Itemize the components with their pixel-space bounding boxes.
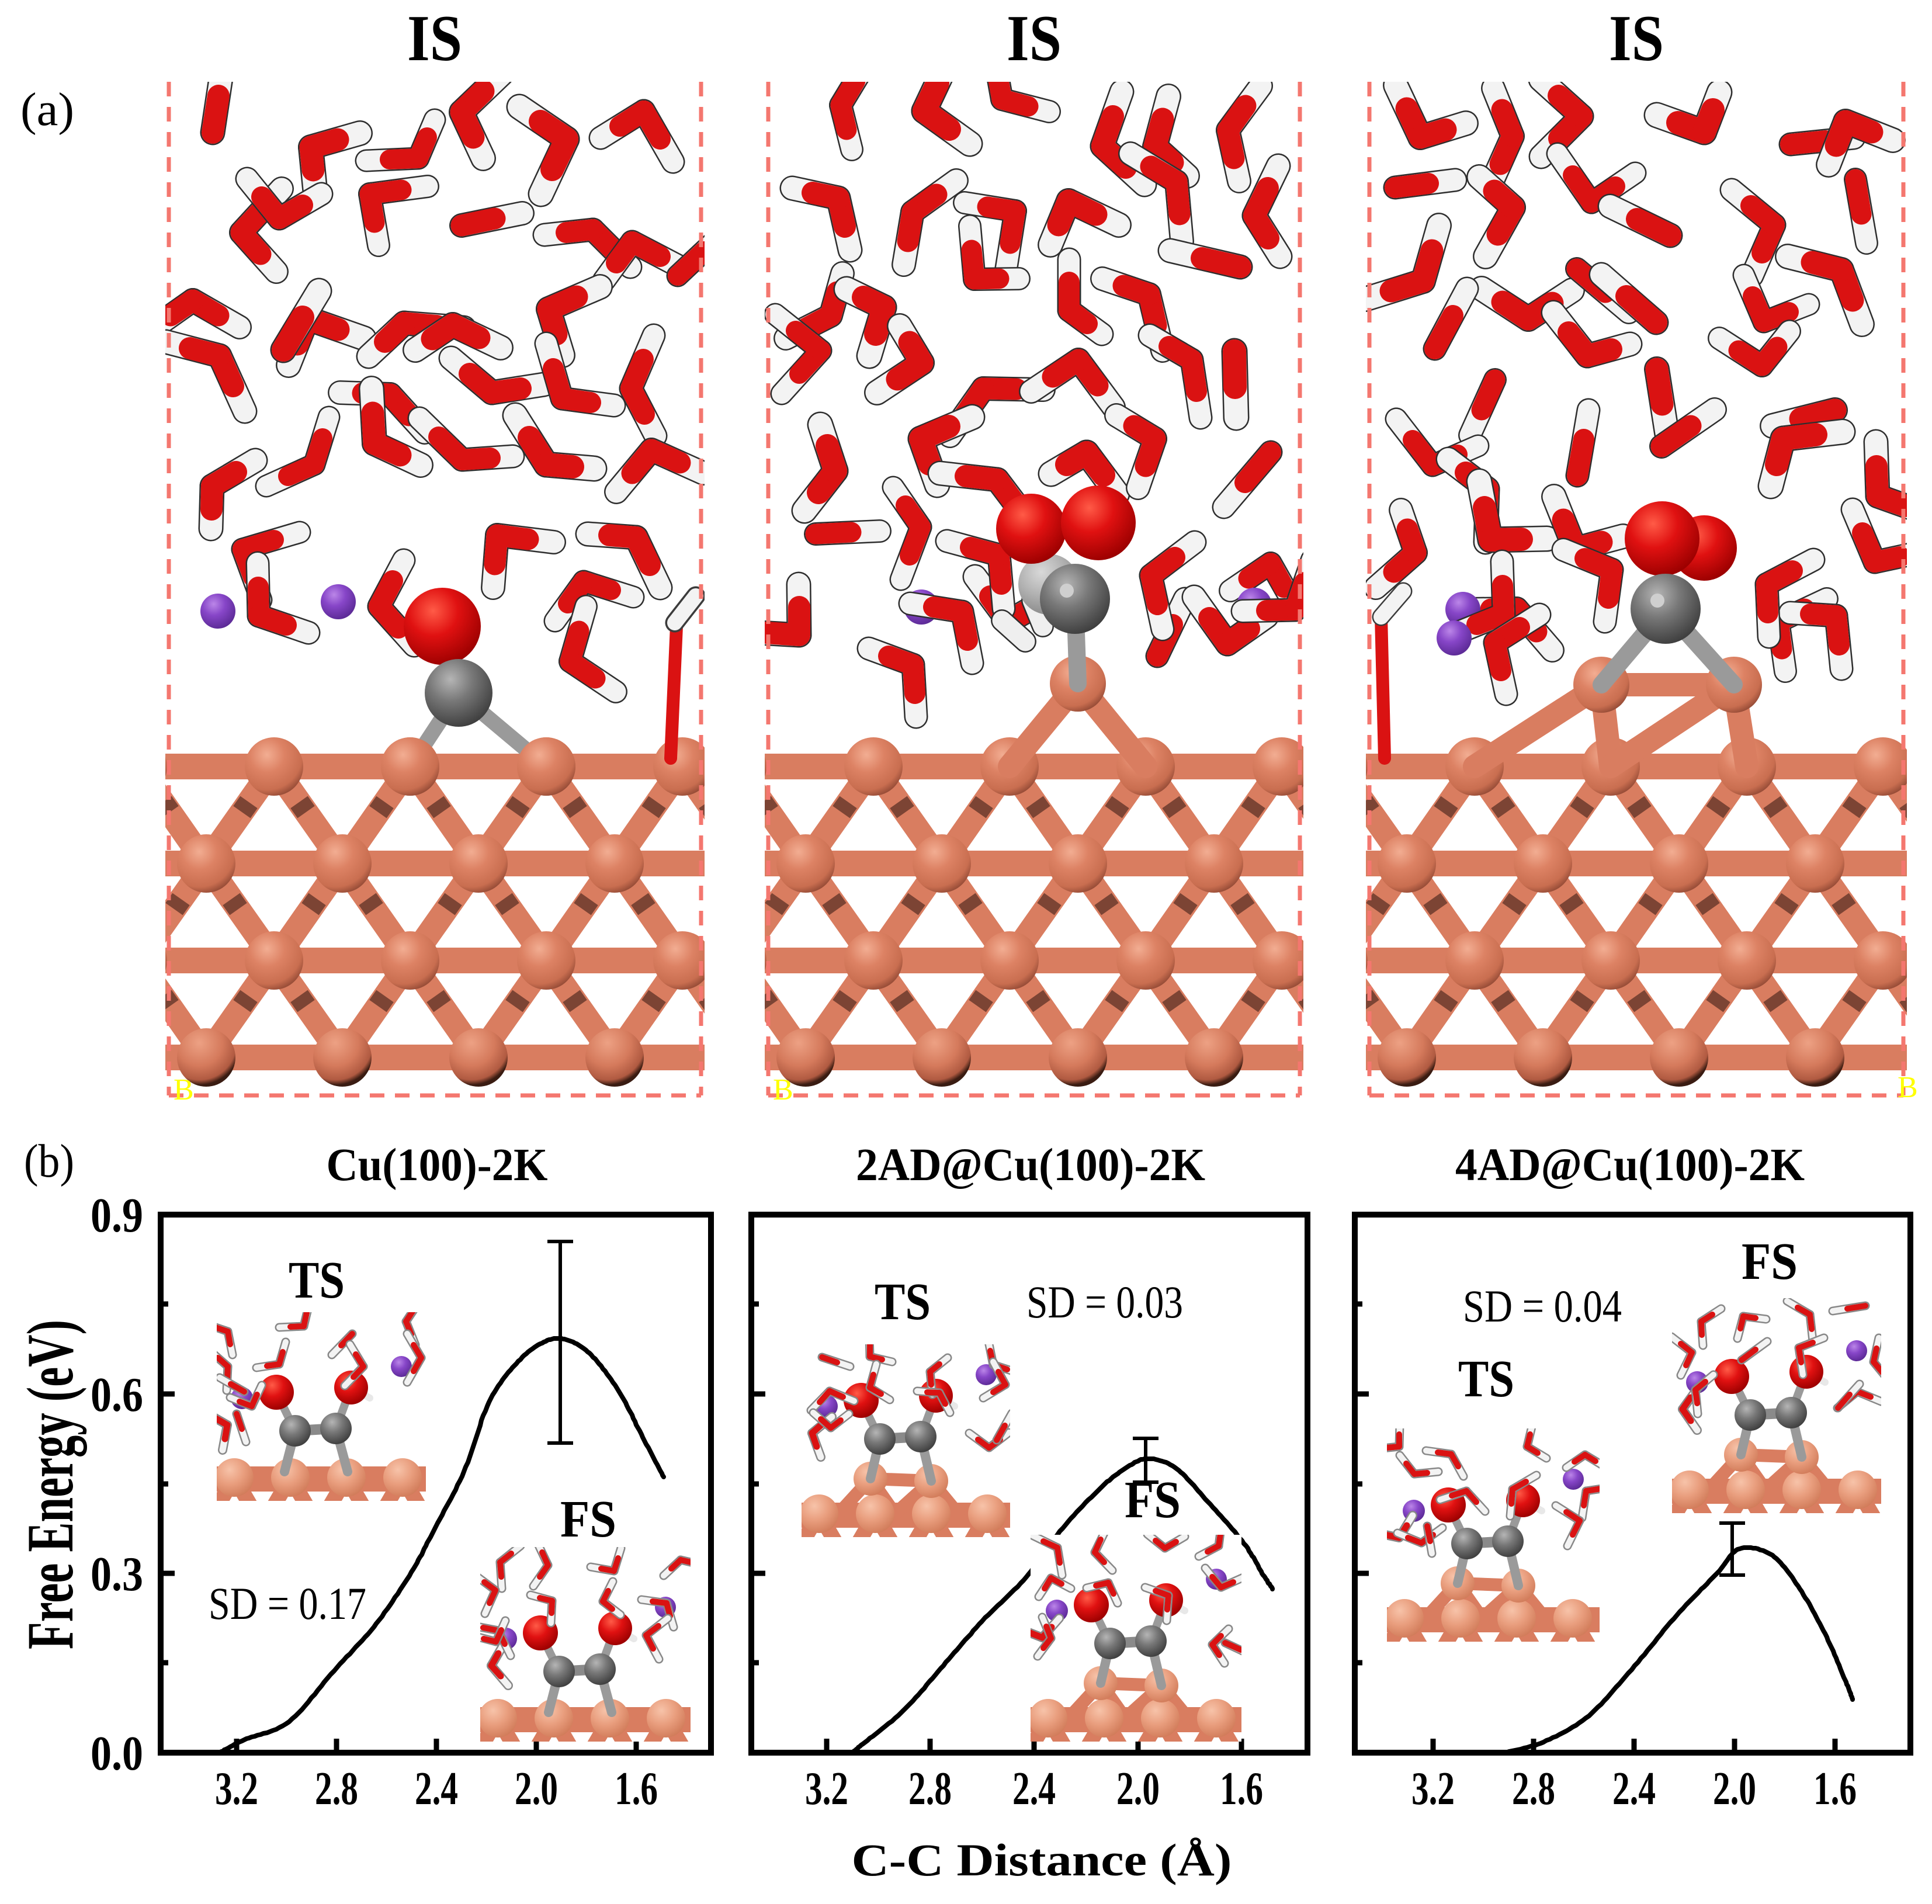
svg-text:SD = 0.03: SD = 0.03 — [1026, 1277, 1183, 1327]
svg-text:IS: IS — [1007, 2, 1062, 75]
svg-text:2.4: 2.4 — [1012, 1763, 1056, 1815]
svg-text:SD = 0.04: SD = 0.04 — [1463, 1281, 1622, 1331]
svg-text:4AD@Cu(100)-2K: 4AD@Cu(100)-2K — [1455, 1140, 1805, 1191]
svg-text:TS: TS — [1458, 1350, 1514, 1408]
svg-text:0.6: 0.6 — [91, 1368, 143, 1422]
svg-text:3.2: 3.2 — [1411, 1763, 1455, 1815]
svg-text:0.0: 0.0 — [91, 1726, 143, 1781]
svg-text:Free Energy (eV): Free Energy (eV) — [14, 1320, 87, 1649]
svg-text:FS: FS — [560, 1490, 616, 1548]
svg-text:2.0: 2.0 — [1116, 1763, 1160, 1815]
svg-text:2.0: 2.0 — [515, 1763, 558, 1815]
svg-text:2.0: 2.0 — [1713, 1763, 1756, 1815]
svg-text:0.3: 0.3 — [91, 1547, 143, 1601]
svg-text:3.2: 3.2 — [215, 1763, 258, 1815]
svg-text:TS: TS — [289, 1251, 345, 1309]
svg-text:(b): (b) — [24, 1136, 74, 1187]
svg-text:1.6: 1.6 — [615, 1763, 658, 1815]
svg-text:2.4: 2.4 — [1612, 1763, 1656, 1815]
svg-text:1.6: 1.6 — [1220, 1763, 1263, 1815]
svg-text:(a): (a) — [20, 84, 74, 136]
svg-text:B: B — [773, 1073, 793, 1107]
svg-text:2.8: 2.8 — [1512, 1763, 1555, 1815]
svg-text:FS: FS — [1742, 1233, 1798, 1291]
svg-text:3.2: 3.2 — [805, 1763, 848, 1815]
svg-text:IS: IS — [407, 2, 462, 75]
svg-text:B: B — [1898, 1071, 1918, 1104]
svg-text:2.8: 2.8 — [315, 1763, 358, 1815]
svg-text:2AD@Cu(100)-2K: 2AD@Cu(100)-2K — [856, 1140, 1205, 1191]
svg-text:IS: IS — [1609, 2, 1664, 75]
svg-text:0.9: 0.9 — [91, 1188, 143, 1243]
svg-text:Cu(100)-2K: Cu(100)-2K — [327, 1140, 548, 1191]
svg-text:2.8: 2.8 — [908, 1763, 952, 1815]
svg-text:B: B — [174, 1073, 194, 1107]
svg-text:2.4: 2.4 — [415, 1763, 458, 1815]
svg-text:FS: FS — [1125, 1471, 1181, 1529]
svg-text:C-C Distance (Å): C-C Distance (Å) — [852, 1834, 1232, 1885]
svg-text:1.6: 1.6 — [1813, 1763, 1857, 1815]
svg-text:SD = 0.17: SD = 0.17 — [209, 1578, 366, 1629]
svg-text:TS: TS — [875, 1273, 931, 1331]
